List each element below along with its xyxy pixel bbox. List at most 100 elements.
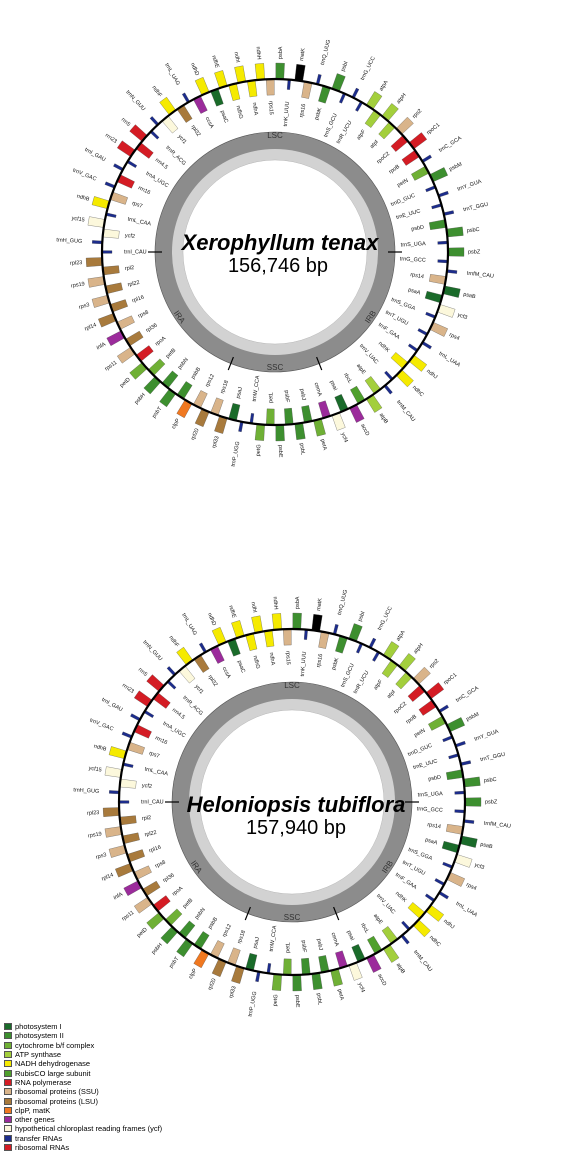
gene-label: trnP_UGG xyxy=(248,991,259,1017)
legend-item-psI: photosystem I xyxy=(4,1022,184,1031)
gene-label: psbJ xyxy=(298,388,306,401)
gene-labels: psbA trnK_UUU matK rps16 trnQ_UUG psbK psbI trn… xyxy=(73,589,511,1017)
gene-label: clpP xyxy=(171,418,182,431)
legend-label: ribosomal RNAs xyxy=(15,1143,70,1152)
legend-item-rps: ribosomal proteins (SSU) xyxy=(4,1087,184,1096)
gene-block-ndhA xyxy=(264,629,275,648)
gene-label: ndhD xyxy=(189,62,200,76)
gene-label: trnA_UGC xyxy=(162,721,187,739)
gene-label: rps19 xyxy=(71,281,86,289)
gene-label: rpl36 xyxy=(162,872,176,884)
gene-label: trnA_UGC xyxy=(145,171,170,189)
gene-label: rpoA xyxy=(154,335,167,347)
legend-label: transfer RNAs xyxy=(15,1133,63,1143)
region-label-lsc: LSC xyxy=(284,681,300,690)
gene-label: psbA xyxy=(295,596,301,609)
gene-label: ycf3 xyxy=(456,312,467,321)
gene-block-ndhI xyxy=(251,615,263,634)
gene-label: rpoC2 xyxy=(376,151,391,165)
gene-label: rrn5 xyxy=(137,667,148,678)
gene-label: trnV_UAC xyxy=(358,343,379,365)
region-boundary-tick xyxy=(227,356,234,371)
gene-block-petL xyxy=(266,408,275,426)
gene-label: psbH xyxy=(151,942,164,956)
genome-size: 156,746 bp xyxy=(228,255,328,277)
gene-label: psbL xyxy=(298,443,306,456)
gene-label: rps18 xyxy=(237,930,247,945)
gene-block-rps16 xyxy=(318,631,330,649)
gene-label: trnfM_CAU xyxy=(483,821,511,830)
legend-swatch xyxy=(4,1125,12,1133)
gene-label: trnY_GUA xyxy=(457,179,483,193)
gene-label: ycf15 xyxy=(88,766,102,774)
gene-label: trnL_CAA xyxy=(144,766,169,777)
gene-label: psbM xyxy=(448,161,463,172)
gene-label: rps8 xyxy=(154,860,166,870)
gene-block-trnG_GCC xyxy=(437,259,448,264)
legend-swatch xyxy=(4,1078,12,1086)
gene-label: rps7 xyxy=(148,751,160,760)
backbone-circle xyxy=(117,627,467,977)
gene-label: rpl33 xyxy=(211,435,220,448)
gene-label: psbF xyxy=(283,390,290,403)
gene-label: ndhA xyxy=(268,652,276,666)
gene-label: trnS_GGA xyxy=(407,847,433,862)
gene-block-psbD xyxy=(429,219,447,230)
gene-label: rps14 xyxy=(410,272,425,280)
gene-block-psbF xyxy=(284,407,294,425)
gene-block-psbD xyxy=(446,769,464,780)
gene-block-rpl2 xyxy=(102,265,120,276)
region-label-ssc: SSC xyxy=(284,913,301,922)
gene-block-trnG_GCC xyxy=(454,809,465,814)
legend-swatch xyxy=(4,1051,12,1059)
gene-label: ndhJ xyxy=(425,369,438,381)
gene-block-trnI_CAU xyxy=(118,800,130,804)
gene-label: petG xyxy=(273,994,280,1006)
gene-block-petL xyxy=(283,958,292,976)
gene-label: rps3 xyxy=(95,852,107,861)
legend-label: ribosomal proteins (LSU) xyxy=(15,1096,98,1106)
gene-label: trnE_UUC xyxy=(412,758,438,771)
gene-label: petN xyxy=(413,728,426,739)
gene-label: ndhD xyxy=(206,612,217,626)
region-label-ssc: SSC xyxy=(267,363,284,372)
gene-label: rpl2 xyxy=(125,265,135,272)
gene-label: atpE xyxy=(355,363,367,376)
gene-label: psaI xyxy=(345,930,355,942)
gene-block-ycf2 xyxy=(102,228,120,239)
gene-label: trnV_GAC xyxy=(72,168,98,183)
gene-label: trnV_GAC xyxy=(89,718,115,733)
gene-label: ndhG xyxy=(252,655,261,670)
legend-swatch xyxy=(4,1041,12,1049)
gene-label: trnF_GAA xyxy=(377,322,401,341)
gene-label: trnQ_UUG xyxy=(337,589,349,616)
gene-label: ycf15 xyxy=(71,216,85,224)
gene-block-matK xyxy=(294,64,306,82)
gene-label: rps12 xyxy=(222,923,234,938)
gene-label: psbE xyxy=(294,995,300,1008)
gene-label: rpl2 xyxy=(142,815,152,822)
legend-label: ribosomal proteins (SSU) xyxy=(15,1087,99,1097)
gene-label: trnE_UUC xyxy=(395,208,421,221)
gene-label: trnN_GUU xyxy=(141,639,163,662)
gene-label: infA xyxy=(113,891,124,901)
gene-block-rps19 xyxy=(87,276,106,288)
genome-map-heloniopsis: psbA trnK_UUU matK rps16 trnQ_UUG psbK psbI trn… xyxy=(73,589,511,1017)
gene-label: cemA xyxy=(313,382,323,398)
gene-label: rpoB xyxy=(388,164,401,176)
gene-label: ndhI xyxy=(233,52,241,64)
gene-block-psbJ xyxy=(301,405,313,423)
gene-label: trnK_UUU xyxy=(283,101,291,126)
gene-label: trnL_CAA xyxy=(127,216,152,227)
gene-label: rps15 xyxy=(267,101,273,115)
gene-label: rpl14 xyxy=(101,872,115,882)
gene-label: rpl23 xyxy=(70,260,83,267)
gene-label: trnY_GUA xyxy=(474,729,500,743)
gene-label: rps7 xyxy=(131,201,143,210)
gene-label: ycf2 xyxy=(125,233,136,240)
legend-label: RubisCO large subunit xyxy=(15,1068,91,1078)
genome-size: 157,940 bp xyxy=(246,817,346,839)
gene-label: trnD_GUC xyxy=(407,743,433,758)
gene-label: ndhC xyxy=(428,935,442,948)
